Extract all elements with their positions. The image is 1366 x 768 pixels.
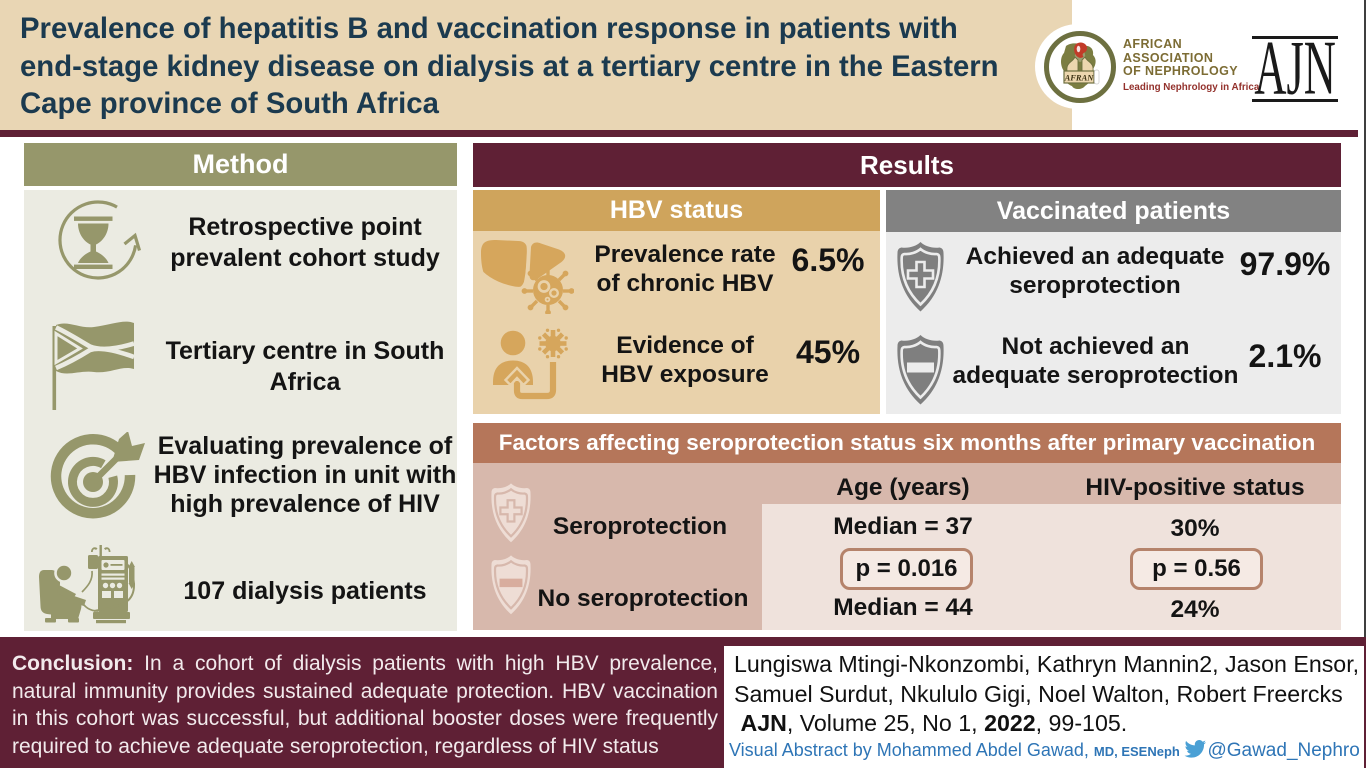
svg-text:AFRAN: AFRAN xyxy=(1064,73,1095,83)
